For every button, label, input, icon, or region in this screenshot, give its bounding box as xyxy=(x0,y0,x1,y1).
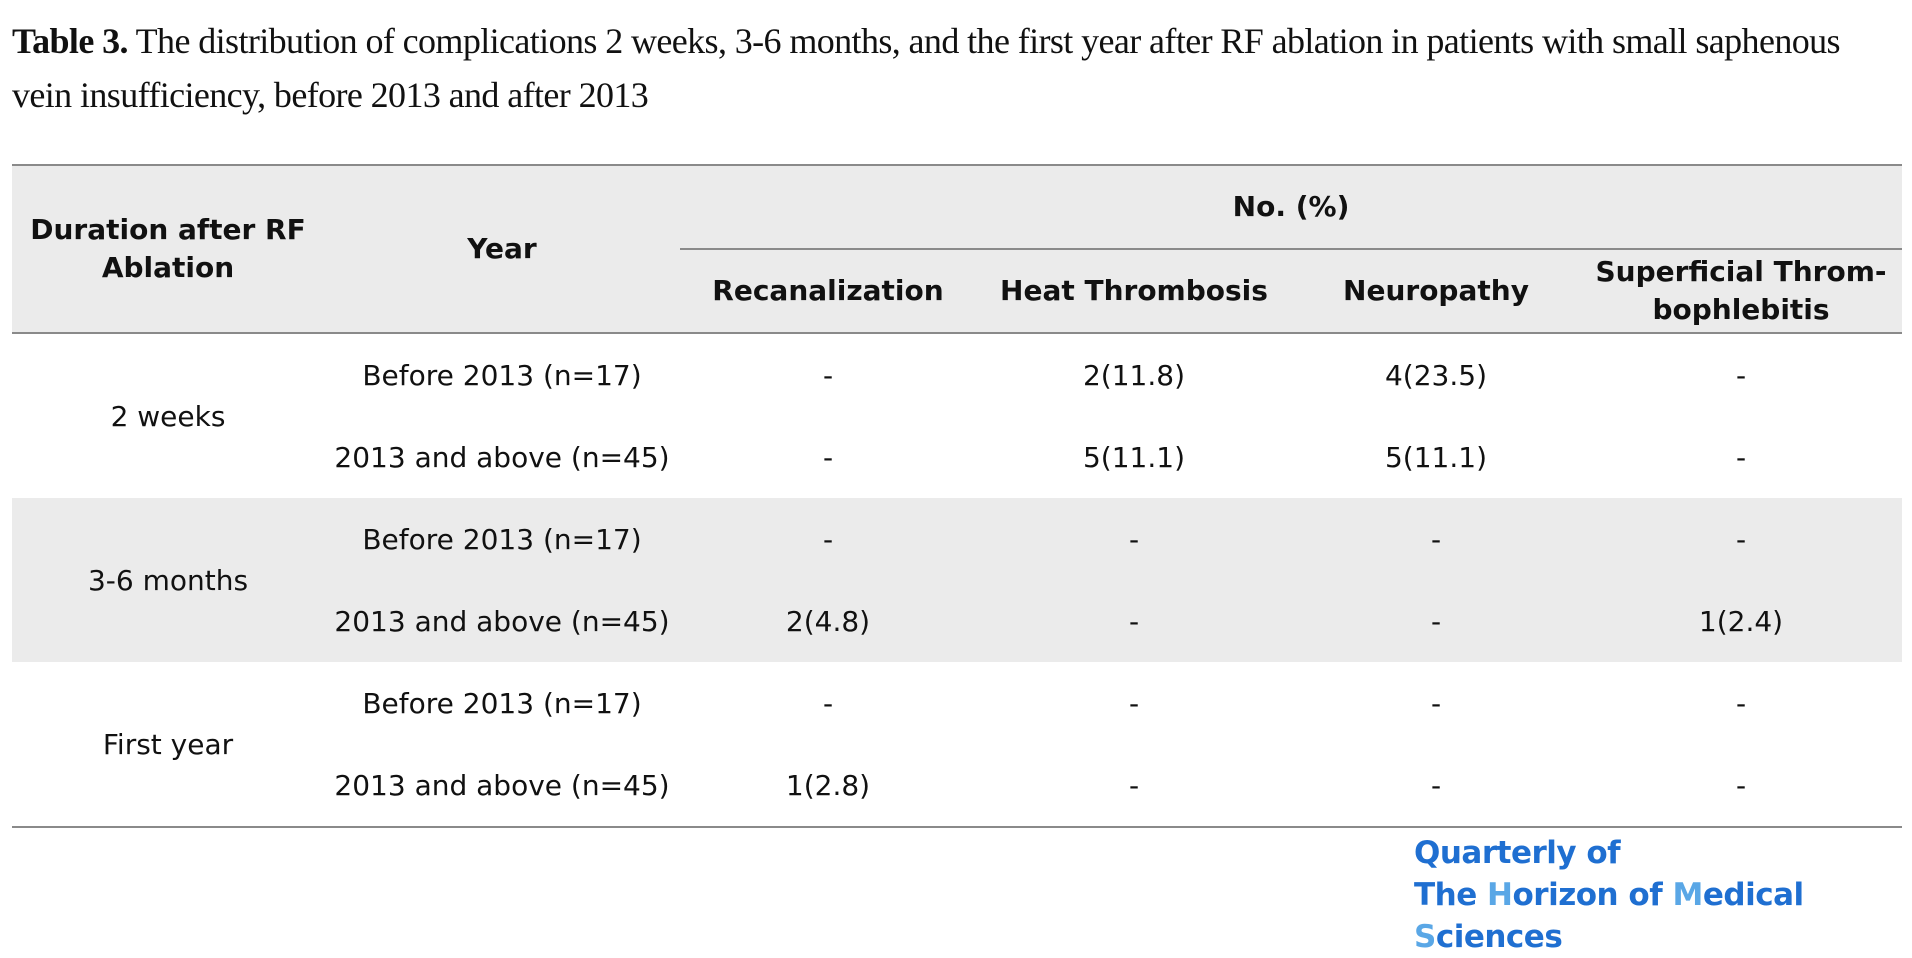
logo-word-part: The xyxy=(1414,877,1488,913)
logo-initial-h: H xyxy=(1487,877,1513,913)
journal-logo-line-1: Quarterly of xyxy=(1414,835,1621,871)
year-cell: 2013 and above (n=45) xyxy=(334,604,670,638)
year-cell: 2013 and above (n=45) xyxy=(334,440,670,474)
table-row: 2013 and above (n=45) 1(2.8) - - - xyxy=(12,744,1902,827)
group-first-year: First year Before 2013 (n=17) - - - - 20… xyxy=(12,662,1902,827)
group-2-weeks: 2 weeks Before 2013 (n=17) - 2(11.8) 4(2… xyxy=(12,333,1902,498)
table-caption: Table 3. The distribution of complicatio… xyxy=(12,14,1902,122)
recanalization-cell: - xyxy=(822,522,834,556)
table-row: 2 weeks Before 2013 (n=17) - 2(11.8) 4(2… xyxy=(12,333,1902,433)
superficial-cell: - xyxy=(1735,358,1747,392)
recanalization-cell: - xyxy=(822,358,834,392)
superficial-cell: - xyxy=(1735,768,1747,802)
heat-thrombosis-cell: - xyxy=(1128,686,1140,720)
table-caption-label: Table 3. xyxy=(12,21,129,61)
header-superficial-thrombophlebitis: Superficial Throm-bophlebitis xyxy=(1595,255,1887,326)
table-header: Duration after RF Ablation Year No. (%) … xyxy=(12,165,1903,333)
header-heat-thrombosis: Heat Thrombosis xyxy=(1000,274,1268,307)
neuropathy-cell: - xyxy=(1430,768,1442,802)
heat-thrombosis-cell: 2(11.8) xyxy=(1082,358,1185,392)
superficial-cell: - xyxy=(1735,686,1747,720)
table-row: 2013 and above (n=45) 2(4.8) - - 1(2.4) xyxy=(12,580,1903,662)
table-row: 3-6 months Before 2013 (n=17) - - - - xyxy=(12,498,1903,597)
complications-table: Duration after RF Ablation Year No. (%) … xyxy=(12,164,1903,828)
recanalization-cell: - xyxy=(822,440,834,474)
group-3-6-months: 3-6 months Before 2013 (n=17) - - - - 20… xyxy=(12,498,1903,662)
heat-thrombosis-cell: - xyxy=(1128,768,1140,802)
neuropathy-cell: 5(11.1) xyxy=(1384,440,1487,474)
recanalization-cell: 1(2.8) xyxy=(785,768,871,802)
header-group-no-percent: No. (%) xyxy=(680,165,1903,250)
year-cell: Before 2013 (n=17) xyxy=(362,686,642,720)
logo-word-part: orizon of xyxy=(1512,877,1673,913)
recanalization-cell: - xyxy=(822,686,834,720)
journal-logo: Quarterly of The Horizon of Medical Scie… xyxy=(1414,832,1912,958)
neuropathy-cell: - xyxy=(1430,686,1442,720)
table-row: 2013 and above (n=45) - 5(11.1) 5(11.1) … xyxy=(12,416,1902,498)
neuropathy-cell: - xyxy=(1430,604,1442,638)
heat-thrombosis-cell: 5(11.1) xyxy=(1082,440,1185,474)
duration-cell: 3-6 months xyxy=(87,563,249,597)
superficial-cell: - xyxy=(1735,522,1747,556)
table-row: First year Before 2013 (n=17) - - - - xyxy=(12,662,1902,761)
heat-thrombosis-cell: - xyxy=(1128,604,1140,638)
table-caption-text: The distribution of complications 2 week… xyxy=(12,21,1841,115)
superficial-cell: 1(2.4) xyxy=(1698,604,1784,638)
year-cell: 2013 and above (n=45) xyxy=(334,768,670,802)
year-cell: Before 2013 (n=17) xyxy=(362,358,642,392)
duration-cell: First year xyxy=(102,727,234,761)
superficial-cell: - xyxy=(1735,440,1747,474)
header-neuropathy: Neuropathy xyxy=(1343,274,1529,307)
logo-initial-s: S xyxy=(1414,919,1436,955)
header-duration: Duration after RF Ablation xyxy=(30,213,306,284)
heat-thrombosis-cell: - xyxy=(1128,522,1140,556)
year-cell: Before 2013 (n=17) xyxy=(362,522,642,556)
complications-table-container: Duration after RF Ablation Year No. (%) … xyxy=(12,164,1903,828)
header-row-1: Duration after RF Ablation Year No. (%) xyxy=(12,165,1903,284)
logo-word-part: edical xyxy=(1702,877,1804,913)
neuropathy-cell: 4(23.5) xyxy=(1384,358,1487,392)
header-year: Year xyxy=(467,232,537,265)
header-recanalization: Recanalization xyxy=(712,274,944,307)
logo-initial-m: M xyxy=(1672,877,1704,913)
neuropathy-cell: - xyxy=(1430,522,1442,556)
duration-cell: 2 weeks xyxy=(110,399,226,433)
logo-word-part: ciences xyxy=(1435,919,1563,955)
journal-logo-line-2: The Horizon of Medical Sciences xyxy=(1414,874,1912,958)
recanalization-cell: 2(4.8) xyxy=(785,604,871,638)
